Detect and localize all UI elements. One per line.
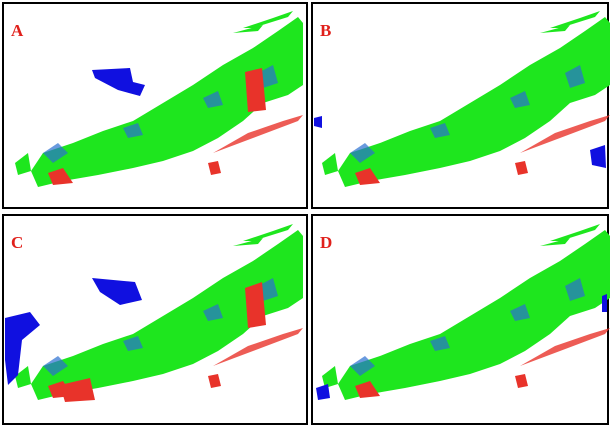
panel-label: C <box>11 233 23 252</box>
panel-label: B <box>320 21 331 40</box>
panel-d: D <box>312 215 610 424</box>
panel-a: A <box>3 3 307 208</box>
figure: A B C D <box>0 0 611 427</box>
panel-c: C <box>3 215 307 424</box>
panel-label: A <box>11 21 24 40</box>
panel-label: D <box>320 233 332 252</box>
panel-b: B <box>312 3 610 208</box>
